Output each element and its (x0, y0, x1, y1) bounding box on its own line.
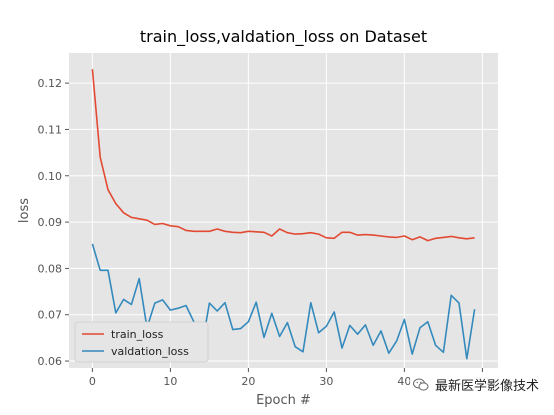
y-tick-label: 0.12 (38, 77, 63, 90)
x-tick-label: 20 (241, 375, 255, 388)
legend-label: valdation_loss (111, 345, 189, 358)
chart-title: train_loss,valdation_loss on Dataset (140, 27, 427, 47)
watermark: 最新医学影像技术 (409, 374, 542, 395)
watermark-text: 最新医学影像技术 (434, 379, 539, 394)
grid (69, 53, 498, 368)
y-axis-label: loss (17, 198, 32, 223)
x-tick-label: 40 (397, 375, 411, 388)
y-tick-label: 0.10 (38, 170, 63, 183)
legend-label: train_loss (111, 328, 164, 341)
x-tick-label: 0 (89, 375, 96, 388)
x-axis-label: Epoch # (256, 393, 311, 408)
x-tick-label: 30 (319, 375, 333, 388)
y-tick-label: 0.06 (38, 355, 63, 368)
y-tick-label: 0.11 (38, 123, 63, 136)
wechat-icon (412, 378, 429, 391)
legend: train_loss valdation_loss (74, 321, 209, 363)
valdation_loss-line (91, 243, 476, 360)
series-layer (91, 69, 476, 360)
train_loss-line (91, 69, 475, 242)
plot-area (69, 53, 498, 368)
y-tick-label: 0.09 (38, 216, 63, 229)
x-tick-label: 10 (163, 375, 177, 388)
legend-box (74, 321, 209, 363)
y-tick-label: 0.07 (38, 309, 63, 322)
y-tick-label: 0.08 (38, 262, 63, 275)
